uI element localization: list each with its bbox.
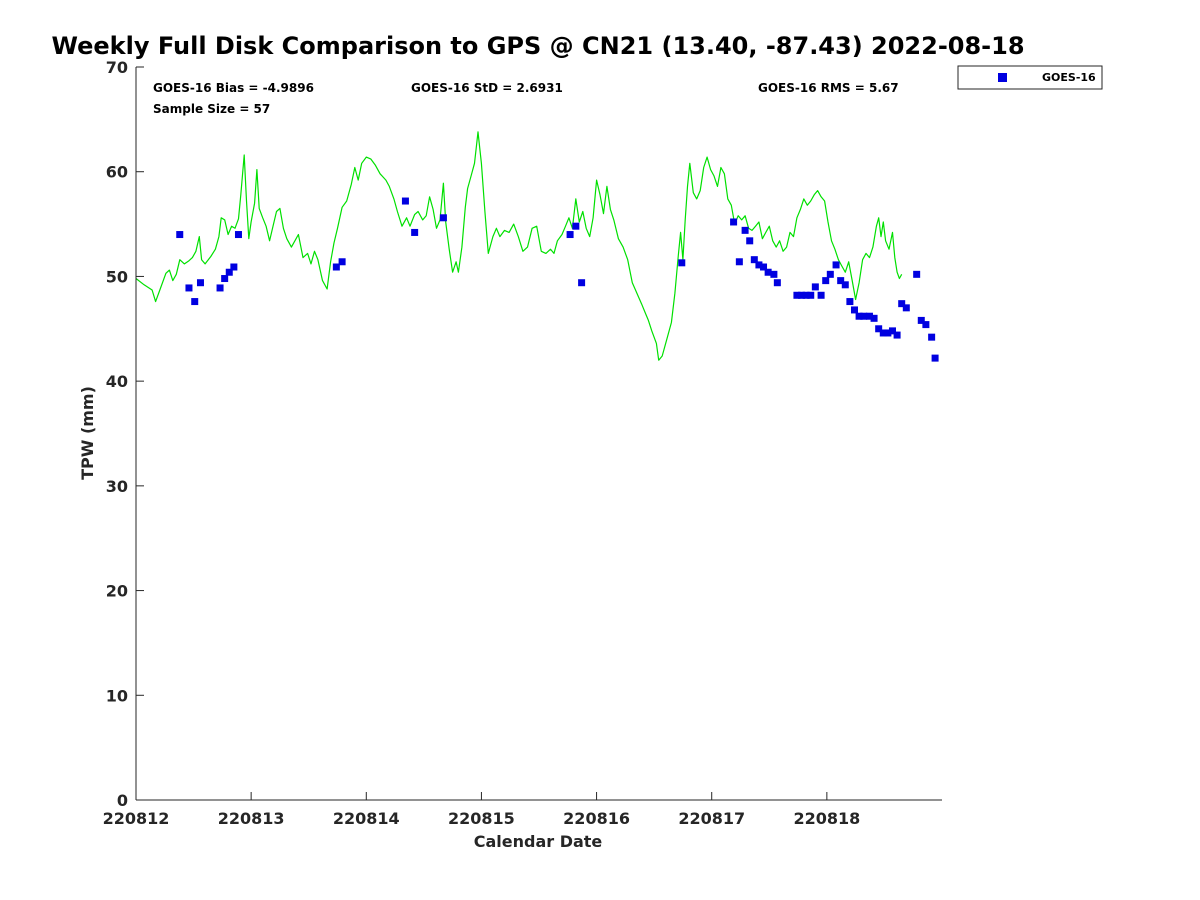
y-ticks: 0 10 20 30 40 50 60 70 <box>106 58 144 810</box>
goes16-data-point <box>730 218 738 226</box>
goes16-data-point <box>826 270 834 278</box>
goes16-data-point <box>755 261 763 269</box>
goes16-data-point <box>798 291 806 299</box>
goes16-data-point <box>196 279 204 287</box>
plot-background <box>136 67 942 800</box>
goes16-data-point <box>879 329 887 337</box>
goes16-data-point <box>678 259 686 267</box>
goes16-data-point <box>865 312 873 320</box>
goes16-data-point <box>439 214 447 222</box>
sample-size-stat: Sample Size = 57 <box>153 102 270 116</box>
legend[interactable]: GOES-16 <box>957 65 1103 90</box>
x-tick-label: 220816 <box>563 809 630 828</box>
rms-stat: GOES-16 RMS = 5.67 <box>758 81 899 95</box>
goes16-data-point <box>566 231 574 239</box>
goes-points-layer <box>176 197 939 362</box>
goes16-data-point <box>846 298 854 306</box>
goes16-data-point <box>837 277 845 285</box>
goes16-data-point <box>746 237 754 245</box>
goes16-data-point <box>176 231 184 239</box>
goes16-data-point <box>870 314 878 322</box>
goes16-data-point <box>811 283 819 291</box>
goes16-data-point <box>411 228 419 236</box>
goes16-data-point <box>770 270 778 278</box>
goes16-data-point <box>817 291 825 299</box>
goes16-data-point <box>191 298 199 306</box>
goes16-data-point <box>802 291 810 299</box>
goes16-data-point <box>185 284 193 292</box>
goes16-data-point <box>832 261 840 269</box>
goes16-data-point <box>332 263 340 271</box>
goes16-data-point <box>572 222 580 230</box>
goes16-data-point <box>822 277 830 285</box>
legend-label-goes16: GOES-16 <box>1042 71 1096 84</box>
goes16-data-point <box>922 321 930 329</box>
y-tick-label: 50 <box>106 267 128 286</box>
goes16-data-point <box>230 263 238 271</box>
goes16-data-point <box>913 270 921 278</box>
goes16-data-point <box>735 258 743 266</box>
x-tick-label: 220815 <box>448 809 515 828</box>
goes16-data-point <box>234 231 242 239</box>
goes16-data-point <box>760 263 768 271</box>
std-stat: GOES-16 StD = 2.6931 <box>411 81 563 95</box>
y-tick-label: 60 <box>106 163 128 182</box>
y-tick-label: 0 <box>117 791 128 810</box>
bias-stat: GOES-16 Bias = -4.9896 <box>153 81 314 95</box>
x-tick-label: 220817 <box>678 809 745 828</box>
goes16-data-point <box>928 333 936 341</box>
goes16-data-point <box>841 281 849 289</box>
goes16-data-point <box>875 325 883 333</box>
x-tick-label: 220818 <box>793 809 860 828</box>
y-axis-label: TPW (mm) <box>78 386 97 480</box>
gps-line-layer <box>135 131 903 361</box>
legend-marker-goes16 <box>998 73 1007 82</box>
x-tick-label: 220813 <box>218 809 285 828</box>
goes16-data-point <box>931 354 939 362</box>
goes16-data-point <box>750 256 758 264</box>
plot-area: 0 10 20 30 40 50 60 70 220812 220813 220814 220815… <box>103 58 942 828</box>
goes16-data-point <box>793 291 801 299</box>
y-tick-label: 20 <box>106 582 128 601</box>
goes16-data-point <box>893 331 901 339</box>
goes16-data-point <box>764 268 772 276</box>
goes16-data-point <box>860 312 868 320</box>
goes16-data-point <box>888 327 896 335</box>
x-ticks: 220812 220813 220814 220815 220816 220817 2208… <box>103 792 860 828</box>
goes16-data-point <box>773 279 781 287</box>
goes16-data-point <box>884 329 892 337</box>
goes16-data-point <box>338 258 346 266</box>
y-tick-label: 70 <box>106 58 128 77</box>
goes16-data-point <box>917 316 925 324</box>
goes16-data-point <box>221 275 229 283</box>
series-line-gps <box>135 131 903 361</box>
y-tick-label: 30 <box>106 477 128 496</box>
goes16-data-point <box>216 284 224 292</box>
goes16-data-point <box>898 300 906 308</box>
goes16-data-point <box>225 268 233 276</box>
x-tick-label: 220814 <box>333 809 400 828</box>
x-tick-label: 220812 <box>103 809 170 828</box>
goes16-data-point <box>855 312 863 320</box>
goes16-data-point <box>401 197 409 205</box>
y-tick-label: 10 <box>106 686 128 705</box>
y-tick-label: 40 <box>106 372 128 391</box>
x-axis-label: Calendar Date <box>474 832 603 851</box>
goes16-data-point <box>741 226 749 234</box>
goes16-data-point <box>850 306 858 314</box>
legend-box <box>957 65 1103 90</box>
goes16-data-point <box>807 291 815 299</box>
goes16-data-point <box>902 304 910 312</box>
goes16-data-point <box>578 279 586 287</box>
chart-title: Weekly Full Disk Comparison to GPS @ CN2… <box>51 32 1024 60</box>
